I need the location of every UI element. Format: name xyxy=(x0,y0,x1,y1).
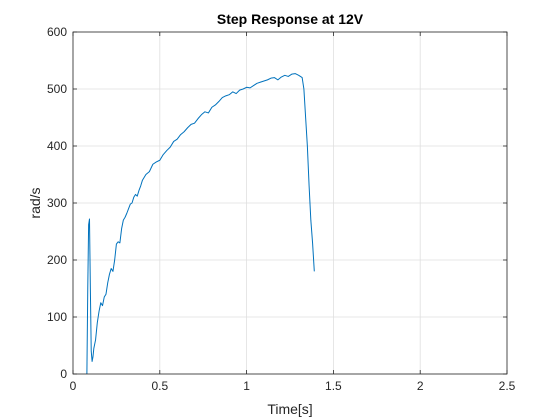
y-tick-label: 600 xyxy=(47,25,67,39)
series-line xyxy=(86,73,315,375)
y-tick-label: 100 xyxy=(47,310,67,324)
y-axis-label: rad/s xyxy=(27,187,43,218)
x-tick-label: 1 xyxy=(243,379,250,393)
chart-title: Step Response at 12V xyxy=(217,11,364,27)
y-tick-label: 500 xyxy=(47,82,67,96)
series-layer xyxy=(86,73,315,375)
ticks: 0 0.5 1 1.5 2 2.5 0 100 200 300 400 500 600 xyxy=(47,25,516,393)
x-tick-label: 1.5 xyxy=(325,379,342,393)
x-tick-label: 0.5 xyxy=(151,379,168,393)
x-tick-label: 0 xyxy=(70,379,77,393)
y-tick-label: 400 xyxy=(47,139,67,153)
x-tick-label: 2.5 xyxy=(499,379,516,393)
y-tick-label: 300 xyxy=(47,196,67,210)
x-tick-label: 2 xyxy=(417,379,424,393)
grid-lines xyxy=(72,31,508,375)
y-tick-label: 200 xyxy=(47,253,67,267)
x-axis-label: Time[s] xyxy=(267,401,312,417)
y-tick-label: 0 xyxy=(60,367,67,381)
